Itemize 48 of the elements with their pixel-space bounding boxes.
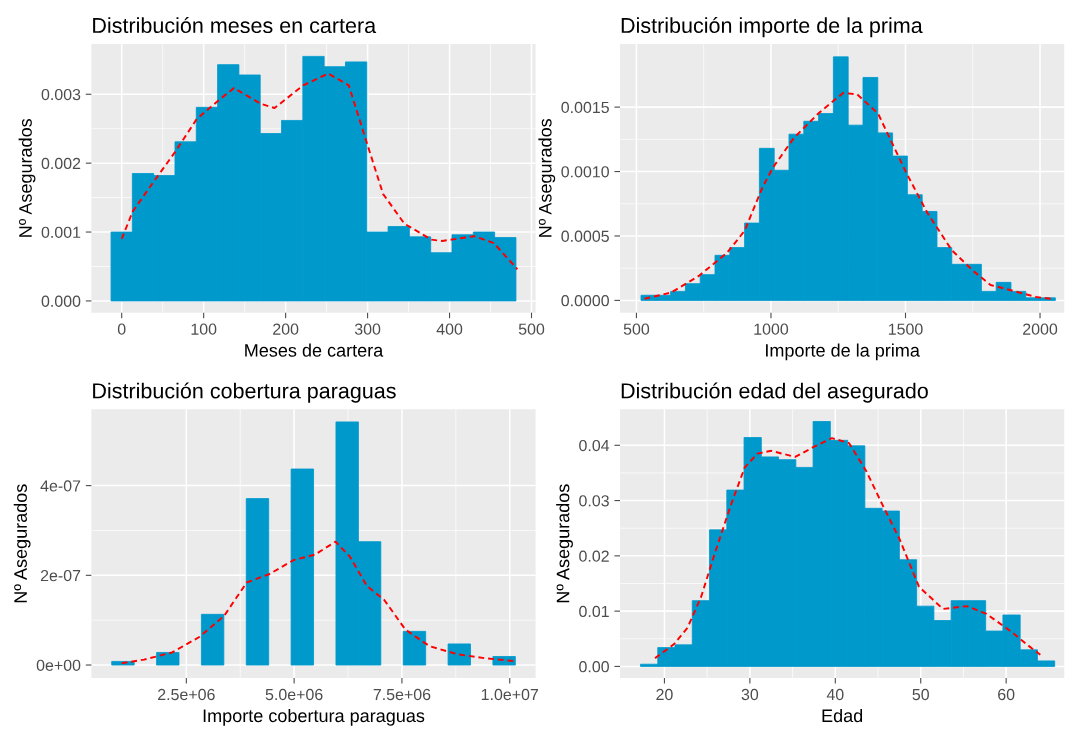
x-tick-label: 2.5e+06 [158, 688, 215, 701]
x-tick-label: 7.5e+06 [373, 688, 431, 701]
x-tick-label: 1.0e+07 [481, 688, 539, 701]
y-tick-label: 0.01 [579, 605, 609, 618]
x-tick-label: 30 [741, 688, 759, 701]
y-tick-label: 0.04 [579, 439, 610, 452]
chart-title: Distribución importe de la prima [621, 17, 923, 38]
line-series [120, 72, 519, 271]
y-tick-label: 2e-07 [40, 569, 81, 582]
y-tick-label: 0e+00 [36, 659, 81, 671]
x-tick-label: 500 [623, 323, 650, 335]
x-axis-title: Edad [822, 708, 863, 723]
y-axis-title: Nº Asegurados [538, 118, 556, 237]
chart-title: Distribución cobertura paraguas [93, 382, 396, 403]
y-tick-label: 0.003 [41, 88, 81, 101]
chart-title: Distribución meses en cartera [93, 17, 377, 34]
y-axis-title: Nº Asegurados [18, 118, 36, 237]
x-tick-label: 40 [826, 688, 844, 701]
y-tick-label: 0.0000 [561, 295, 609, 307]
x-tick-label: 200 [273, 323, 299, 335]
x-tick-label: 20 [656, 688, 673, 701]
x-axis-title: Importe de la prima [766, 343, 920, 361]
y-tick-label: 0.0015 [561, 101, 609, 114]
x-tick-label: 1500 [888, 323, 923, 335]
x-tick-label: 1000 [754, 323, 789, 335]
x-tick-label: 400 [436, 323, 463, 335]
x-tick-label: 100 [191, 323, 217, 335]
y-axis-title: Nº Asegurados [13, 484, 31, 603]
y-tick-label: 0.000 [41, 295, 81, 307]
y-tick-label: 4e-07 [40, 480, 81, 492]
y-tick-label: 0.001 [41, 226, 81, 238]
y-tick-label: 0.0005 [561, 230, 609, 242]
x-tick-label: 2000 [1023, 323, 1058, 335]
x-tick-label: 60 [998, 688, 1015, 701]
y-tick-label: 0.00 [579, 661, 609, 673]
x-axis-title: Importe cobertura paraguas [203, 708, 425, 726]
x-tick-label: 0 [117, 323, 126, 335]
y-tick-label: 0.03 [579, 495, 609, 507]
x-tick-label: 50 [912, 688, 929, 701]
x-tick-label: 5.0e+06 [265, 688, 323, 701]
x-axis-title: Meses de cartera [245, 343, 384, 357]
y-tick-label: 0.02 [579, 550, 609, 562]
y-tick-label: 0.0010 [561, 166, 609, 178]
x-tick-label: 300 [354, 323, 381, 335]
x-tick-label: 500 [518, 323, 545, 335]
y-axis-title: Nº Asegurados [556, 484, 573, 603]
chart-title: Distribución edad del asegurado [621, 382, 928, 403]
y-tick-label: 0.002 [41, 157, 81, 170]
